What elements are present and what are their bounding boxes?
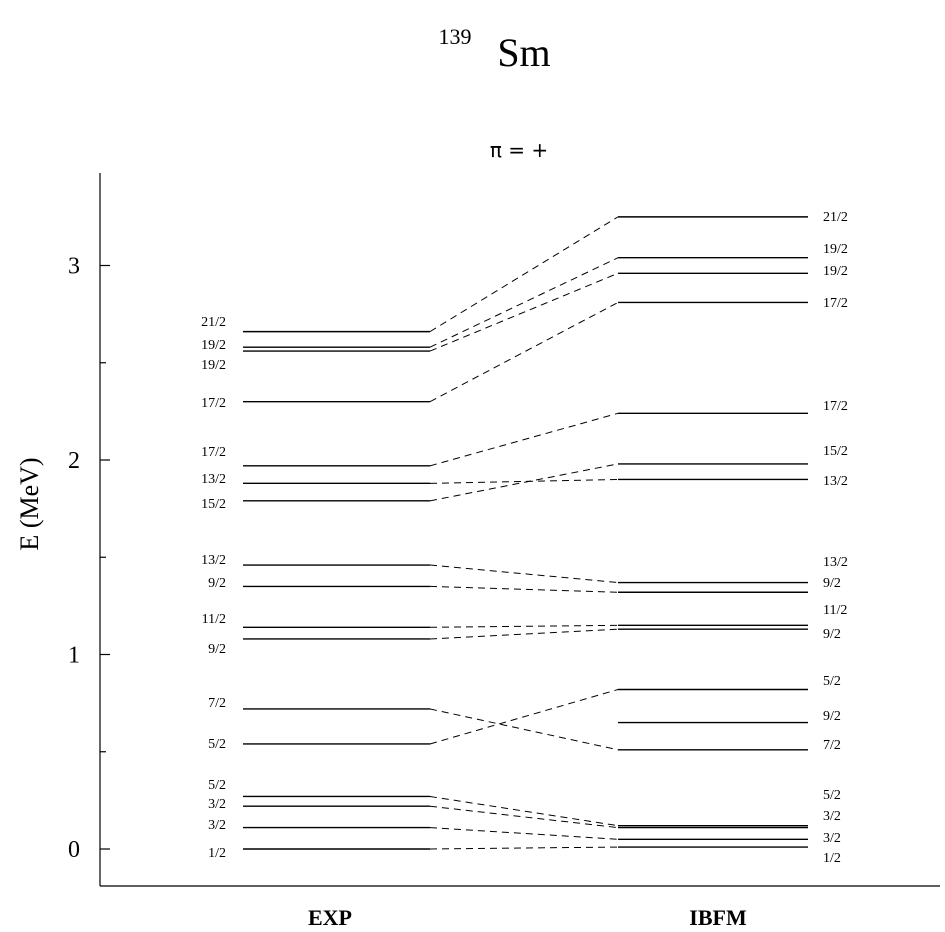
level-connector-dashed xyxy=(429,689,619,745)
y-axis-title: E (MeV) xyxy=(15,457,44,550)
exp-spin-label: 11/2 xyxy=(202,612,226,627)
exp-spin-label: 15/2 xyxy=(201,497,226,512)
level-connectors xyxy=(429,216,619,850)
level-connector-dashed xyxy=(429,805,619,829)
ibfm-spin-label: 17/2 xyxy=(823,399,848,414)
level-connector-dashed xyxy=(429,216,619,333)
title-element: Sm xyxy=(497,30,550,75)
ibfm-spin-label: 21/2 xyxy=(823,210,848,225)
ibfm-spin-label: 9/2 xyxy=(823,576,841,591)
y-axis-ticks: 0 1 2 3 xyxy=(68,254,110,863)
ibfm-spin-label: 5/2 xyxy=(823,788,841,803)
y-tick-label: 1 xyxy=(68,643,80,669)
level-connector-dashed xyxy=(429,795,619,827)
exp-spin-label: 9/2 xyxy=(208,642,226,657)
parity-label: π = + xyxy=(490,138,548,162)
exp-spin-label: 13/2 xyxy=(201,553,226,568)
exp-spin-label: 1/2 xyxy=(208,846,226,861)
y-tick-label: 3 xyxy=(68,254,80,280)
level-connector-dashed xyxy=(429,478,619,484)
exp-spin-label: 5/2 xyxy=(208,778,226,793)
ibfm-spin-label: 15/2 xyxy=(823,444,848,459)
ibfm-spin-label: 13/2 xyxy=(823,555,848,570)
column-label-ibfm: IBFM xyxy=(689,905,747,930)
exp-levels: 1/2 3/2 3/2 5/2 5/2 7/2 9/2 11/2 9/2 13/2 15/2 13/2… xyxy=(201,315,430,861)
level-connector-dashed xyxy=(429,302,619,403)
ibfm-spin-label: 9/2 xyxy=(823,627,841,642)
y-tick-label: 0 xyxy=(68,837,80,863)
level-connector-dashed xyxy=(429,564,619,584)
ibfm-spin-label: 19/2 xyxy=(823,242,848,257)
level-connector-dashed xyxy=(429,412,619,467)
level-connector-dashed xyxy=(429,272,619,352)
ibfm-spin-label: 5/2 xyxy=(823,674,841,689)
exp-spin-label: 13/2 xyxy=(201,472,226,487)
ibfm-spin-label: 19/2 xyxy=(823,264,848,279)
exp-spin-label: 9/2 xyxy=(208,576,226,591)
exp-spin-label: 17/2 xyxy=(201,396,226,411)
y-tick-label: 2 xyxy=(68,448,80,474)
exp-spin-label: 19/2 xyxy=(201,358,226,373)
exp-spin-label: 7/2 xyxy=(208,696,226,711)
ibfm-spin-label: 9/2 xyxy=(823,709,841,724)
level-connector-dashed xyxy=(429,827,619,840)
ibfm-spin-label: 11/2 xyxy=(823,603,847,618)
exp-spin-label: 5/2 xyxy=(208,737,226,752)
level-connector-dashed xyxy=(429,463,619,502)
ibfm-spin-label: 3/2 xyxy=(823,809,841,824)
ibfm-spin-label: 13/2 xyxy=(823,474,848,489)
ibfm-spin-label: 1/2 xyxy=(823,851,841,866)
exp-spin-label: 3/2 xyxy=(208,797,226,812)
exp-spin-label: 21/2 xyxy=(201,315,226,330)
level-connector-dashed xyxy=(429,257,619,348)
level-connector-dashed xyxy=(429,585,619,593)
title-mass-number: 139 xyxy=(439,24,472,49)
level-connector-dashed xyxy=(429,846,619,850)
level-connector-dashed xyxy=(429,624,619,628)
exp-spin-label: 19/2 xyxy=(201,338,226,353)
level-connector-dashed xyxy=(429,628,619,640)
ibfm-spin-label: 7/2 xyxy=(823,738,841,753)
level-connector-dashed xyxy=(429,708,619,751)
exp-spin-label: 3/2 xyxy=(208,818,226,833)
exp-spin-label: 17/2 xyxy=(201,445,226,460)
ibfm-spin-label: 3/2 xyxy=(823,831,841,846)
ibfm-levels: 1/2 3/2 3/2 5/2 7/2 9/2 5/2 9/2 11/2 9/2 13/2 13/2 1… xyxy=(618,210,848,866)
column-label-exp: EXP xyxy=(308,905,352,930)
ibfm-spin-label: 17/2 xyxy=(823,296,848,311)
